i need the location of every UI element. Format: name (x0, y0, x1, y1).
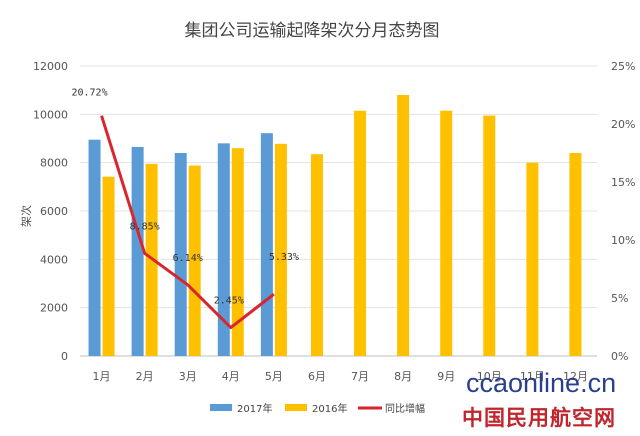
bar-2016 (354, 110, 367, 356)
x-tick-label: 1月 (93, 370, 111, 383)
bar-2016 (188, 165, 201, 356)
legend-label: 2017年 (237, 402, 272, 415)
y2-tick-label: 10% (611, 234, 635, 247)
x-tick-label: 10月 (477, 370, 502, 383)
growth-data-label: 2.45% (214, 296, 244, 307)
y-tick-label: 2000 (40, 302, 68, 315)
growth-data-label: 20.72% (71, 88, 107, 99)
y-tick-label: 8000 (40, 157, 68, 170)
bar-2016 (483, 115, 496, 357)
chart-title: 集团公司运输起降架次分月态势图 (185, 21, 440, 41)
bar-2017 (260, 133, 273, 356)
legend-label: 2016年 (312, 402, 347, 415)
gridlines (80, 65, 597, 357)
legend-label: 同比增幅 (385, 402, 425, 415)
y-tick-label: 0 (61, 350, 68, 363)
legend: 2017年 2016年 同比增幅 (210, 402, 425, 415)
x-tick-label: 11月 (520, 370, 545, 383)
x-tick-label: 7月 (351, 370, 369, 383)
watermark-domain: ccaonline.cn (466, 368, 617, 398)
bar-2016 (102, 176, 115, 356)
y-axis-ticks: 0 2000 4000 6000 8000 10000 12000 (33, 60, 68, 363)
growth-polyline (100, 115, 275, 330)
y-axis-title: 架次 (19, 205, 33, 227)
growth-line (100, 115, 275, 330)
y-tick-label: 10000 (33, 108, 68, 121)
legend-swatch (285, 404, 307, 411)
bar-2017 (131, 146, 144, 356)
y2-tick-label: 0% (611, 350, 628, 363)
y2-tick-label: 20% (611, 118, 635, 131)
y2-tick-label: 5% (611, 292, 628, 305)
x-tick-label: 4月 (222, 370, 240, 383)
bar-2017 (88, 139, 101, 356)
bar-2016 (274, 143, 287, 356)
y-tick-label: 4000 (40, 253, 68, 266)
bar-2016 (440, 110, 453, 356)
x-tick-label: 2月 (136, 370, 154, 383)
growth-data-label: 6.14% (173, 253, 203, 264)
bar-2016 (526, 162, 539, 356)
x-tick-label: 9月 (437, 370, 455, 383)
y2-tick-label: 15% (611, 176, 635, 189)
bar-2017 (174, 153, 187, 356)
x-tick-label: 3月 (179, 370, 197, 383)
growth-labels: 20.72% 8.85% 6.14% 2.45% 5.33% (71, 88, 298, 307)
legend-swatch (210, 404, 232, 411)
bar-2016 (231, 148, 244, 356)
watermark-name: 中国民用航空网 (462, 406, 616, 430)
x-tick-label: 8月 (394, 370, 412, 383)
x-tick-label: 12月 (563, 370, 588, 383)
growth-data-label: 8.85% (130, 221, 160, 232)
y-tick-label: 12000 (33, 60, 68, 73)
bar-2017 (217, 143, 230, 356)
bar-2016 (569, 153, 582, 356)
y2-tick-label: 25% (611, 60, 635, 73)
x-tick-label: 5月 (265, 370, 283, 383)
x-tick-label: 6月 (308, 370, 326, 383)
x-axis-ticks: 1月 2月 3月 4月 5月 6月 7月 8月 9月 10月 11月 12月 (93, 370, 588, 383)
growth-data-label: 5.33% (269, 252, 299, 263)
y2-axis-ticks: 0% 5% 10% 15% 20% 25% (611, 60, 635, 363)
bars (88, 95, 582, 357)
bar-2016 (397, 95, 410, 356)
bar-2016 (310, 154, 323, 356)
y-tick-label: 6000 (40, 205, 68, 218)
